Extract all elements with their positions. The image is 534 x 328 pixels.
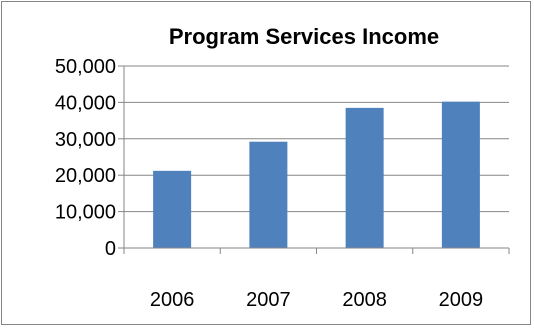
y-tick-label: 30,000 [55,129,116,151]
x-tick-label: 2007 [246,289,291,311]
bar-2006 [153,170,192,248]
y-tick-labels: 0 10,000 20,000 30,000 40,000 50,000 [55,56,116,260]
y-tick-label: 50,000 [55,56,116,78]
bar-2008 [345,107,384,248]
chart-title: Program Services Income [169,24,439,49]
y-tick-label: 0 [105,238,116,260]
bar-2007 [249,141,288,248]
x-tick-label: 2009 [439,289,484,311]
x-tick-label: 2006 [150,289,195,311]
bars [153,101,480,248]
y-tick-label: 20,000 [55,165,116,187]
x-tick-labels: 2006 2007 2008 2009 [150,289,483,311]
x-tick-label: 2008 [342,289,387,311]
bar-2009 [441,101,480,248]
y-tick-label: 40,000 [55,92,116,114]
axes [123,66,510,254]
y-tick-label: 10,000 [55,202,116,224]
